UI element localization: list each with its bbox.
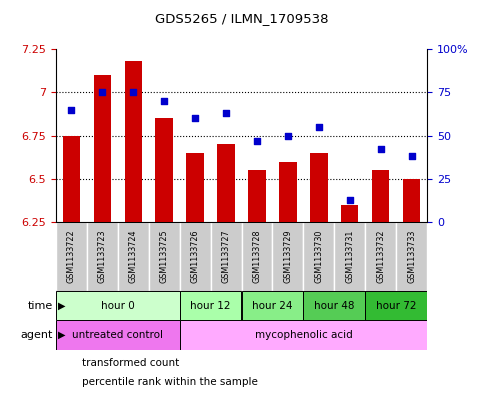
Point [284,132,292,139]
Bar [211,222,242,291]
Bar [397,222,427,291]
Text: untreated control: untreated control [72,330,163,340]
Point [377,146,385,152]
Point [67,107,75,113]
Text: GSM1133732: GSM1133732 [376,230,385,283]
Point [129,89,137,95]
Bar [372,170,389,222]
Bar [366,291,427,320]
Text: GSM1133729: GSM1133729 [284,230,293,283]
Text: ▶: ▶ [58,301,66,310]
Bar [156,118,172,222]
Bar [248,170,266,222]
Text: GSM1133733: GSM1133733 [408,230,416,283]
Bar [272,222,303,291]
Bar [341,205,358,222]
Point [408,153,416,160]
Text: GSM1133728: GSM1133728 [253,230,261,283]
Point [222,110,230,116]
Bar [242,291,303,320]
Bar [334,222,366,291]
Text: time: time [28,301,53,310]
Text: GDS5265 / ILMN_1709538: GDS5265 / ILMN_1709538 [155,12,328,25]
Text: agent: agent [21,330,53,340]
Text: GSM1133727: GSM1133727 [222,230,230,283]
Text: hour 12: hour 12 [190,301,231,310]
Point [253,138,261,144]
Bar [280,162,297,222]
Text: mycophenolic acid: mycophenolic acid [255,330,353,340]
Bar [186,153,203,222]
Point [315,124,323,130]
Bar [86,222,117,291]
Bar [56,222,86,291]
Bar [217,144,235,222]
Bar [180,291,242,320]
Bar [149,222,180,291]
Bar [56,320,180,350]
Point [98,89,106,95]
Text: GSM1133722: GSM1133722 [67,230,75,283]
Text: GSM1133725: GSM1133725 [159,230,169,283]
Bar [94,75,111,222]
Text: hour 0: hour 0 [100,301,134,310]
Text: hour 24: hour 24 [252,301,293,310]
Bar [180,222,211,291]
Text: ▶: ▶ [58,330,66,340]
Point [346,196,354,203]
Text: GSM1133723: GSM1133723 [98,230,107,283]
Text: transformed count: transformed count [82,358,179,368]
Text: GSM1133731: GSM1133731 [345,230,355,283]
Bar [56,291,180,320]
Text: percentile rank within the sample: percentile rank within the sample [82,376,257,386]
Bar [366,222,397,291]
Point [160,98,168,104]
Bar [303,291,366,320]
Text: GSM1133726: GSM1133726 [190,230,199,283]
Bar [62,136,80,222]
Bar [180,320,427,350]
Bar [303,222,334,291]
Text: GSM1133724: GSM1133724 [128,230,138,283]
Point [191,115,199,121]
Bar [125,61,142,222]
Text: hour 72: hour 72 [376,301,417,310]
Text: GSM1133730: GSM1133730 [314,230,324,283]
Bar [117,222,149,291]
Bar [403,179,421,222]
Bar [311,153,327,222]
Text: hour 48: hour 48 [314,301,355,310]
Bar [242,222,272,291]
